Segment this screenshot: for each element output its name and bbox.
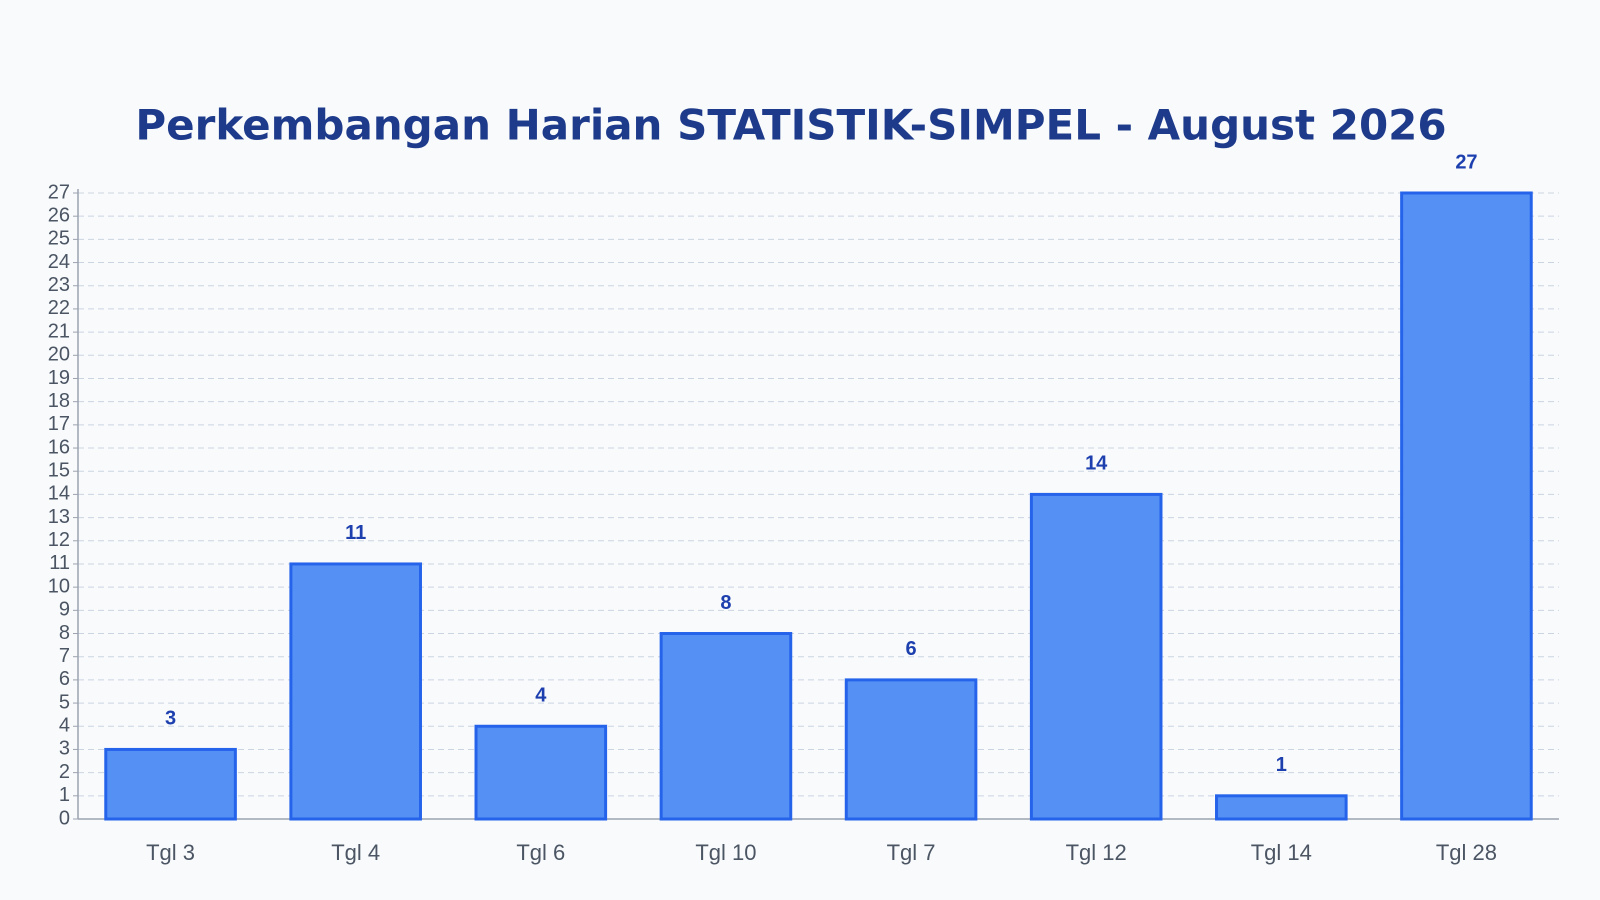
- y-tick-label: 24: [48, 251, 70, 273]
- data-label: 1: [1276, 754, 1287, 776]
- x-tick-label: Tgl 12: [1066, 840, 1127, 865]
- bar: [659, 632, 793, 821]
- y-tick-label: 23: [48, 274, 70, 296]
- chart-title: Perkembangan Harian STATISTIK-SIMPEL - A…: [135, 101, 1446, 150]
- y-tick-label: 5: [59, 691, 70, 713]
- y-tick-label: 0: [59, 807, 70, 829]
- x-tick-label: Tgl 28: [1436, 840, 1497, 865]
- y-tick-label: 15: [48, 460, 70, 482]
- y-tick-label: 7: [59, 645, 70, 667]
- y-tick-label: 12: [48, 529, 70, 551]
- y-tick-label: 19: [48, 367, 70, 389]
- y-tick-label: 26: [48, 204, 70, 226]
- y-tick-label: 14: [48, 483, 70, 505]
- y-tick-label: 16: [48, 436, 70, 458]
- y-tick-label: 4: [59, 715, 70, 737]
- data-label: 27: [1455, 151, 1477, 173]
- bar: [1029, 492, 1163, 821]
- x-tick-label: Tgl 3: [146, 840, 195, 865]
- x-tick-label: Tgl 4: [331, 840, 380, 865]
- data-label: 4: [535, 685, 547, 707]
- x-tick-label: Tgl 6: [516, 840, 565, 865]
- y-tick-label: 11: [49, 552, 70, 574]
- x-tick-label: Tgl 10: [695, 840, 756, 865]
- y-tick-label: 3: [59, 738, 70, 760]
- y-tick-label: 18: [48, 390, 70, 412]
- y-tick-label: 1: [59, 784, 70, 806]
- data-label: 14: [1085, 453, 1108, 475]
- y-tick-label: 2: [59, 761, 70, 783]
- y-tick-label: 6: [59, 668, 70, 690]
- data-label: 3: [165, 708, 176, 730]
- data-label: 8: [720, 592, 731, 614]
- bar: [844, 678, 978, 821]
- bar: [289, 562, 422, 821]
- bar: [104, 747, 237, 821]
- bar: [1215, 794, 1348, 821]
- y-tick-label: 9: [59, 599, 70, 621]
- y-tick-label: 20: [48, 344, 70, 366]
- y-tick-label: 10: [48, 575, 70, 597]
- bar: [1400, 191, 1533, 821]
- y-tick-label: 25: [48, 228, 70, 250]
- y-tick-label: 21: [48, 320, 70, 342]
- y-tick-label: 27: [48, 181, 70, 203]
- bar: [474, 724, 608, 821]
- y-tick-label: 8: [59, 622, 70, 644]
- y-tick-label: 22: [48, 297, 70, 319]
- data-label: 6: [906, 638, 917, 660]
- x-tick-label: Tgl 14: [1251, 840, 1312, 865]
- x-tick-label: Tgl 7: [887, 840, 936, 865]
- y-tick-label: 13: [48, 506, 70, 528]
- y-tick-label: 17: [48, 413, 70, 435]
- data-label: 11: [345, 522, 366, 544]
